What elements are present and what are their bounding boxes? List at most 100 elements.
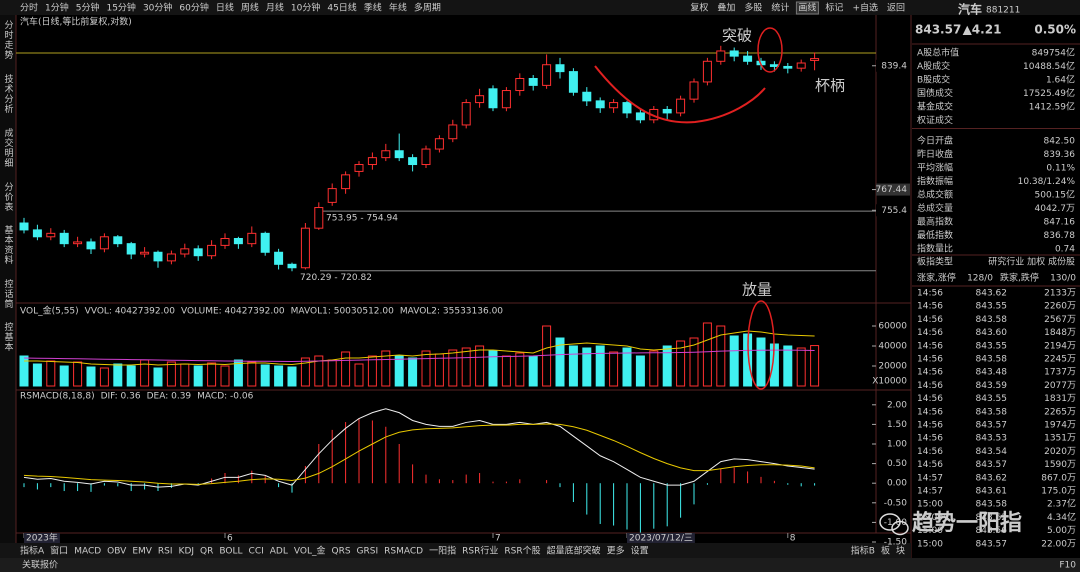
tick-time: 14:56: [917, 447, 943, 457]
volume-bar: [635, 355, 645, 387]
candle-body: [515, 77, 525, 92]
indicator-tab[interactable]: VOL_金: [294, 545, 326, 557]
indicator-tab[interactable]: RSI: [158, 547, 173, 557]
indicator-tab[interactable]: RSR个股: [504, 546, 540, 557]
volume-bar: [314, 355, 324, 387]
sidebar-tab[interactable]: 分时走势: [3, 20, 14, 60]
sidebar-tab[interactable]: 控基本: [3, 321, 14, 352]
tick-price: 843.59: [976, 381, 1008, 391]
candle-body: [153, 251, 163, 262]
indicator-tab[interactable]: GRSI: [357, 547, 379, 557]
indicator-tab[interactable]: 板: [881, 545, 890, 557]
tick-price: 843.55: [976, 394, 1008, 404]
indicator-tab[interactable]: 指标A: [20, 545, 45, 557]
tool-button[interactable]: 画线: [798, 2, 816, 14]
period-tab[interactable]: 多周期: [414, 2, 441, 14]
indicator-tab[interactable]: BOLL: [219, 547, 242, 557]
volume-bar: [515, 352, 525, 387]
candle-body: [381, 150, 391, 159]
indicator-tab[interactable]: CCI: [249, 547, 264, 557]
tick-price: 843.62: [976, 513, 1008, 523]
tick-price: 843.58: [976, 315, 1008, 325]
period-tab[interactable]: 1分钟: [45, 2, 69, 14]
volume-bar: [542, 325, 552, 387]
period-tab[interactable]: 30分钟: [143, 2, 172, 14]
candle-body: [180, 248, 190, 255]
annotation: 杯柄: [815, 77, 845, 95]
volume-bar: [595, 345, 605, 387]
candle-body: [193, 248, 203, 257]
indicator-tab[interactable]: 一阳指: [429, 545, 456, 557]
period-tab[interactable]: 分时: [20, 2, 38, 14]
candle-body: [73, 241, 83, 245]
tick-volume: 2133万: [1044, 289, 1076, 299]
candle-body: [582, 91, 592, 102]
indicator-tab[interactable]: RSMACD: [384, 547, 423, 557]
f10-button[interactable]: F10: [1059, 561, 1076, 571]
tick-volume: 1848万: [1044, 328, 1076, 338]
candle-body: [702, 60, 712, 83]
period-tab[interactable]: 季线: [364, 2, 382, 14]
volume-bar: [341, 351, 351, 387]
indicator-tab[interactable]: 超量底部突破: [547, 545, 601, 557]
indicator-tab[interactable]: KDJ: [179, 547, 195, 557]
tick-price: 843.62: [976, 289, 1008, 299]
sidebar-tab[interactable]: 基本资料: [3, 224, 14, 265]
tick-price: 843.55: [976, 302, 1008, 312]
volume-bar: [247, 361, 257, 387]
tick-time: 14:56: [917, 315, 943, 325]
period-tab[interactable]: 周线: [241, 2, 259, 14]
stat-label: 平均涨幅: [917, 162, 953, 174]
stat-label: 今日开盘: [917, 135, 953, 147]
volume-bar: [756, 337, 766, 387]
indicator-tab[interactable]: ADL: [270, 547, 288, 557]
volume-bar: [260, 364, 270, 387]
tool-button[interactable]: 统计: [771, 2, 789, 14]
tool-button[interactable]: 返回: [887, 2, 905, 14]
period-tab[interactable]: 60分钟: [179, 2, 208, 14]
period-tab[interactable]: 5分钟: [76, 2, 100, 14]
tool-button[interactable]: 复权: [690, 2, 708, 14]
period-tab[interactable]: 月线: [266, 2, 284, 14]
candle-body: [743, 55, 753, 62]
indicator-tab[interactable]: 更多: [607, 545, 625, 557]
sidebar-tab[interactable]: 技术分析: [3, 73, 14, 114]
candle-body: [220, 238, 230, 246]
sidebar-tab[interactable]: 成交明细: [3, 127, 14, 168]
candle-body: [783, 65, 793, 69]
tick-time: 14:56: [917, 460, 943, 470]
candle-body: [810, 58, 820, 61]
candle-body: [394, 150, 404, 159]
sidebar-tab[interactable]: 分价表: [3, 182, 14, 212]
indicator-tab[interactable]: OBV: [107, 547, 127, 557]
indicator-tab[interactable]: QRS: [331, 547, 350, 557]
volume-bar: [555, 337, 565, 387]
volume-bar: [475, 345, 485, 387]
indicator-tab[interactable]: 指标B: [851, 545, 875, 557]
volume-legend: VVOL: 40427392.00: [85, 307, 176, 317]
sidebar-tab[interactable]: 控话筒: [3, 278, 14, 309]
tick-price: 843.58: [976, 500, 1008, 510]
period-tab[interactable]: 45日线: [327, 2, 356, 14]
period-tab[interactable]: 年线: [389, 2, 407, 14]
tick-time: 14:56: [917, 407, 943, 417]
tool-button[interactable]: +自选: [852, 2, 878, 14]
indicator-tab[interactable]: 块: [896, 545, 905, 557]
tool-button[interactable]: 叠加: [717, 3, 735, 14]
volume-bar: [501, 355, 511, 387]
volume-bar: [46, 360, 56, 387]
indicator-tab[interactable]: QR: [200, 547, 213, 557]
macd-legend: DEA: 0.39: [147, 392, 192, 402]
indicator-tab[interactable]: EMV: [132, 547, 152, 557]
tool-button[interactable]: 标记: [825, 2, 843, 14]
indicator-tab[interactable]: 设置: [631, 546, 649, 557]
period-tab[interactable]: 10分钟: [291, 2, 320, 14]
volume-bar: [810, 345, 820, 387]
tool-button[interactable]: 多股: [744, 2, 762, 14]
indicator-tab[interactable]: 窗口: [50, 545, 68, 557]
period-tab[interactable]: 15分钟: [106, 2, 135, 14]
indicator-tab[interactable]: RSR行业: [462, 545, 498, 557]
indicator-tab[interactable]: MACD: [74, 547, 101, 557]
period-tab[interactable]: 日线: [216, 2, 234, 14]
date-label: 8: [790, 534, 796, 544]
